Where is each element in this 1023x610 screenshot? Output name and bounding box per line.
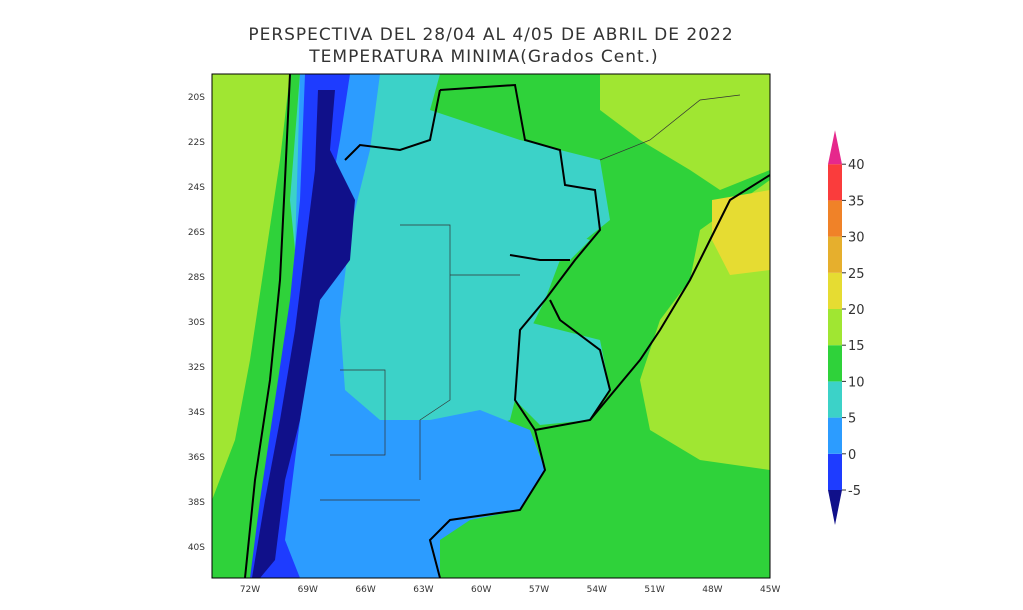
- legend-swatch: [828, 236, 842, 273]
- lat-label: 34S: [188, 408, 205, 418]
- lat-label: 38S: [188, 498, 205, 508]
- legend-label: 5: [848, 412, 856, 427]
- map-title: PERSPECTIVA DEL 28/04 AL 4/05 DE ABRIL D…: [248, 25, 733, 45]
- lat-label: 20S: [188, 93, 205, 103]
- legend-label: 0: [848, 448, 856, 463]
- lon-label: 48W: [702, 585, 722, 595]
- legend-label: 25: [848, 267, 865, 282]
- legend-swatch: [828, 490, 842, 525]
- lon-label: 45W: [760, 585, 780, 595]
- lon-label: 66W: [355, 585, 375, 595]
- legend-swatch: [828, 130, 842, 165]
- lon-label: 72W: [240, 585, 260, 595]
- legend-swatch: [828, 381, 842, 418]
- lat-label: 32S: [188, 363, 205, 373]
- legend-label: 20: [848, 303, 865, 318]
- lat-label: 24S: [188, 183, 205, 193]
- map-area: [212, 74, 770, 578]
- legend-label: 30: [848, 231, 865, 246]
- legend-label: 40: [848, 158, 865, 173]
- lon-label: 54W: [587, 585, 607, 595]
- legend-swatch: [828, 200, 842, 237]
- lon-label: 69W: [298, 585, 318, 595]
- legend-swatch: [828, 309, 842, 346]
- legend-swatch: [828, 164, 842, 201]
- lat-label: 36S: [188, 453, 205, 463]
- lon-label: 63W: [413, 585, 433, 595]
- legend-swatch: [828, 417, 842, 454]
- lat-label: 30S: [188, 318, 205, 328]
- legend-label: 35: [848, 194, 865, 209]
- lon-label: 51W: [644, 585, 664, 595]
- lat-label: 22S: [188, 138, 205, 148]
- map-frame: [211, 73, 771, 579]
- lon-label: 57W: [529, 585, 549, 595]
- legend-swatch: [828, 345, 842, 382]
- legend-swatch: [828, 453, 842, 490]
- map-subtitle: TEMPERATURA MINIMA(Grados Cent.): [308, 47, 658, 67]
- legend-label: 15: [848, 339, 865, 354]
- lat-label: 40S: [188, 543, 205, 553]
- legend-swatch: [828, 272, 842, 309]
- legend-label: 10: [848, 375, 865, 390]
- lat-label: 28S: [188, 273, 205, 283]
- lat-label: 26S: [188, 228, 205, 238]
- legend-label: -5: [848, 484, 861, 499]
- lon-label: 60W: [471, 585, 491, 595]
